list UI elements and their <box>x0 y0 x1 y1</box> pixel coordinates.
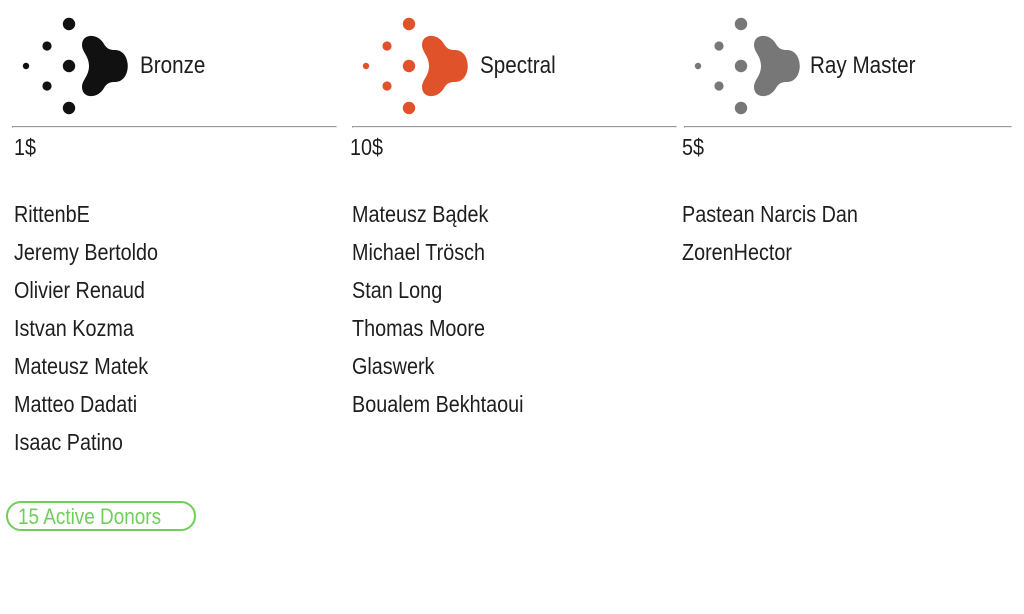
tier-divider <box>684 126 1012 128</box>
tier-name: Bronze <box>140 52 206 79</box>
donor-name: Thomas Moore <box>352 315 486 341</box>
donor-name: Mateusz Matek <box>14 353 149 379</box>
tier-header: Spectral <box>352 0 677 126</box>
donor-name: Stan Long <box>352 277 443 303</box>
dots-arrow-logo-icon <box>22 17 128 115</box>
donor-name: Matteo Dadati <box>14 391 138 417</box>
tier-price: 5$ <box>682 134 705 160</box>
active-donors-label: 15 Active Donors <box>18 504 162 529</box>
donor-name: Istvan Kozma <box>14 315 134 341</box>
dots-arrow-logo-icon <box>694 17 800 115</box>
tier-name: Ray Master <box>810 52 916 79</box>
tier-spectral: Spectral 10$ Mateusz Bądek Michael Trösc… <box>350 0 677 423</box>
tier-header: Ray Master <box>684 0 1012 126</box>
tier-name: Spectral <box>480 52 556 79</box>
tier-price: 10$ <box>350 134 384 160</box>
donor-name: Boualem Bekhtaoui <box>352 391 524 417</box>
tier-price: 1$ <box>14 134 37 160</box>
donor-name: ZorenHector <box>682 239 792 265</box>
donor-name: RittenbE <box>14 201 90 227</box>
donor-name: Isaac Patino <box>14 429 123 455</box>
donor-name: Glaswerk <box>352 353 435 379</box>
tier-divider <box>12 126 337 128</box>
donor-name: Olivier Renaud <box>14 277 145 303</box>
donor-name: Mateusz Bądek <box>352 201 489 227</box>
tier-divider <box>352 126 677 128</box>
donor-list: Mateusz Bądek Michael Trösch Stan Long T… <box>352 195 677 423</box>
active-donors-badge: 15 Active Donors <box>6 501 197 531</box>
tier-header: Bronze <box>12 0 337 126</box>
donor-list: Pastean Narcis Dan ZorenHector <box>682 195 1012 271</box>
tier-bronze: Bronze 1$ RittenbE Jeremy Bertoldo Olivi… <box>12 0 337 461</box>
donor-name: Pastean Narcis Dan <box>682 201 858 227</box>
tier-ray-master: Ray Master 5$ Pastean Narcis Dan ZorenHe… <box>682 0 1012 271</box>
donor-name: Jeremy Bertoldo <box>14 239 159 265</box>
dots-arrow-logo-icon <box>362 17 468 115</box>
donor-name: Michael Trösch <box>352 239 486 265</box>
donor-list: RittenbE Jeremy Bertoldo Olivier Renaud … <box>14 195 337 461</box>
